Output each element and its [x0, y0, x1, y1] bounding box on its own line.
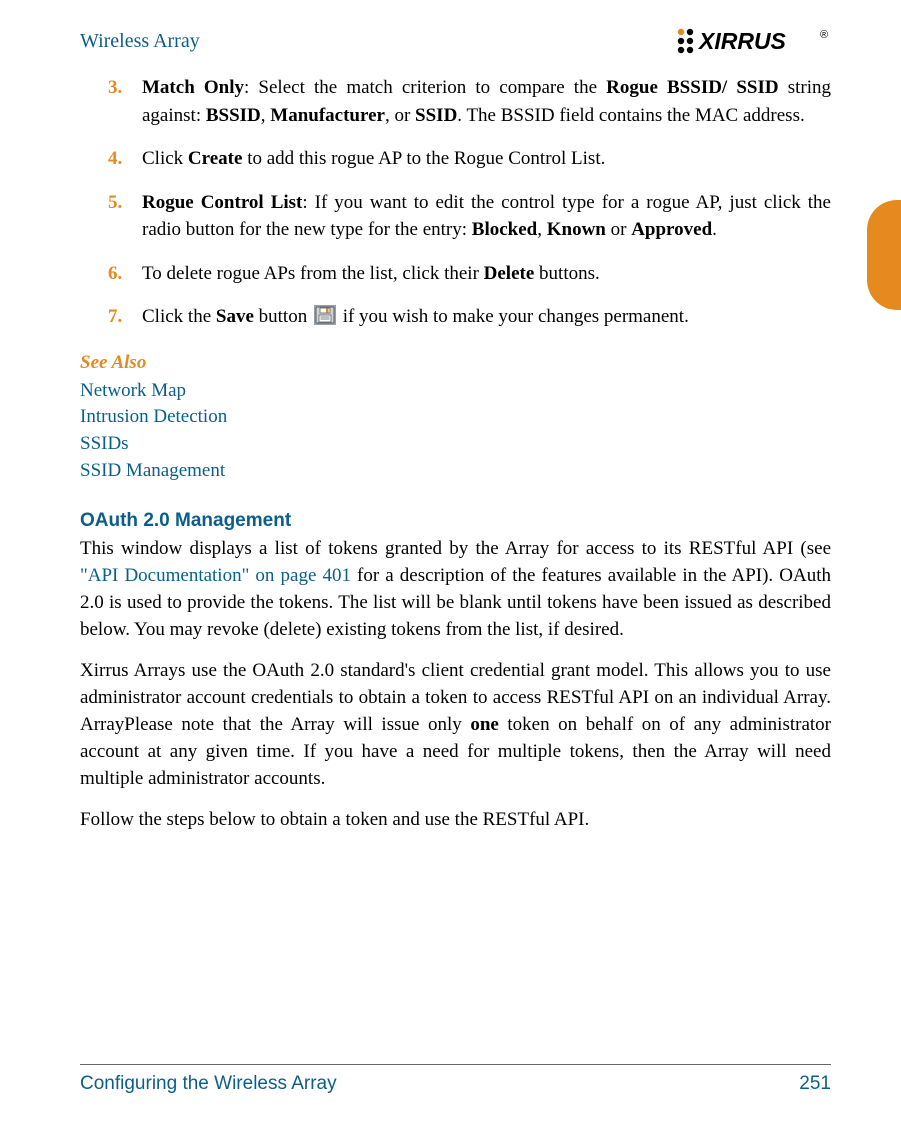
text-run: To delete rogue APs from the list, click…: [142, 263, 484, 284]
logo-dots-icon: [678, 29, 693, 53]
bold-term: Approved: [631, 219, 712, 240]
bold-term: Manufacturer: [270, 105, 385, 126]
bold-term: BSSID: [206, 105, 261, 126]
text-run: Click: [142, 148, 188, 169]
text-run: ,: [261, 105, 271, 126]
bold-term: SSID: [415, 105, 457, 126]
oauth-paragraph-2: Xirrus Arrays use the OAuth 2.0 standard…: [80, 658, 831, 793]
text-run: Click the: [142, 306, 216, 327]
step-body: Click Create to add this rogue AP to the…: [142, 145, 831, 173]
step-number: 4.: [108, 145, 142, 173]
text-run: : Select the match criterion to compare …: [244, 77, 606, 98]
step-body: Match Only: Select the match criterion t…: [142, 74, 831, 129]
bold-term: Match Only: [142, 77, 244, 98]
bold-term: Create: [188, 148, 243, 169]
header-title: Wireless Array: [80, 30, 200, 53]
step-item: 7.Click the Save button if you wish to m…: [108, 303, 831, 334]
save-icon: [314, 305, 336, 334]
step-number: 7.: [108, 303, 142, 334]
footer-section-title: Configuring the Wireless Array: [80, 1073, 337, 1095]
text-run: button: [254, 306, 312, 327]
step-item: 4.Click Create to add this rogue AP to t…: [108, 145, 831, 173]
bold-term: Blocked: [472, 219, 537, 240]
svg-text:XIRRUS: XIRRUS: [697, 28, 787, 54]
text-run: , or: [385, 105, 415, 126]
oauth-paragraph-1: This window displays a list of tokens gr…: [80, 536, 831, 644]
numbered-steps-list: 3.Match Only: Select the match criterion…: [108, 74, 831, 334]
bold-term: Rogue Control List: [142, 192, 302, 213]
see-also-links: Network MapIntrusion DetectionSSIDsSSID …: [80, 378, 831, 484]
page-header: Wireless Array XIRRUS ®: [80, 26, 831, 56]
step-item: 3.Match Only: Select the match criterion…: [108, 74, 831, 129]
see-also-link[interactable]: SSIDs: [80, 431, 831, 458]
brand-logo: XIRRUS ®: [671, 26, 831, 56]
p2-bold-one: one: [470, 714, 499, 735]
p1-pre: This window displays a list of tokens gr…: [80, 538, 831, 559]
svg-text:®: ®: [820, 29, 828, 41]
text-run: if you wish to make your changes permane…: [338, 306, 689, 327]
section-heading-oauth: OAuth 2.0 Management: [80, 510, 831, 532]
step-body: Rogue Control List: If you want to edit …: [142, 189, 831, 244]
api-documentation-link[interactable]: "API Documentation" on page 401: [80, 565, 351, 586]
page-footer: Configuring the Wireless Array 251: [80, 1064, 831, 1095]
see-also-link[interactable]: SSID Management: [80, 458, 831, 485]
step-number: 3.: [108, 74, 142, 129]
text-run: ,: [537, 219, 547, 240]
bold-term: Delete: [484, 263, 535, 284]
step-number: 5.: [108, 189, 142, 244]
text-run: buttons.: [534, 263, 599, 284]
bold-term: Save: [216, 306, 254, 327]
see-also-heading: See Also: [80, 352, 831, 374]
see-also-link[interactable]: Intrusion Detection: [80, 404, 831, 431]
text-run: .: [712, 219, 717, 240]
step-item: 6.To delete rogue APs from the list, cli…: [108, 260, 831, 288]
bold-term: Known: [547, 219, 606, 240]
step-number: 6.: [108, 260, 142, 288]
step-body: To delete rogue APs from the list, click…: [142, 260, 831, 288]
page: Wireless Array XIRRUS ® 3.Match Only: Se…: [0, 0, 901, 1137]
text-run: or: [606, 219, 631, 240]
step-item: 5.Rogue Control List: If you want to edi…: [108, 189, 831, 244]
oauth-paragraph-3: Follow the steps below to obtain a token…: [80, 807, 831, 834]
bold-term: Rogue BSSID/ SSID: [606, 77, 778, 98]
text-run: . The BSSID field contains the MAC addre…: [457, 105, 804, 126]
text-run: to add this rogue AP to the Rogue Contro…: [242, 148, 605, 169]
step-body: Click the Save button if you wish to mak…: [142, 303, 831, 334]
see-also-link[interactable]: Network Map: [80, 378, 831, 405]
side-tab-marker: [867, 200, 901, 310]
footer-page-number: 251: [799, 1073, 831, 1095]
